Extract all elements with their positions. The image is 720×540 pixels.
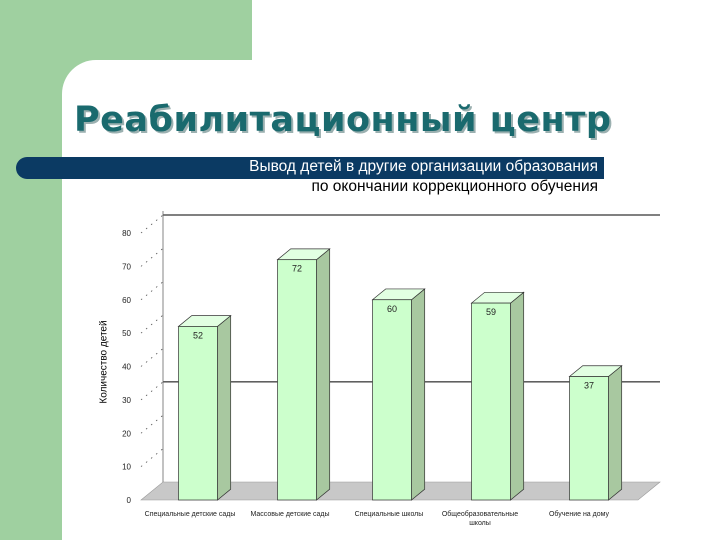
bar-value-label: 52 [193, 330, 203, 340]
bar-side [316, 248, 331, 501]
y-tick-label: 20 [122, 429, 131, 438]
gridline-side [140, 381, 164, 401]
gridline-side [140, 214, 164, 234]
bar-side [217, 314, 232, 501]
y-tick-label: 60 [122, 296, 131, 305]
bar [372, 299, 412, 501]
gridline-side [140, 248, 164, 267]
y-tick-label: 30 [122, 396, 131, 405]
bar-value-label: 60 [387, 304, 397, 314]
bar-value-label: 59 [486, 307, 496, 317]
y-tick-label: 40 [122, 363, 131, 372]
chart-subtitle: Вывод детей в другие организации образов… [150, 157, 598, 197]
bar-side [411, 288, 426, 501]
bar [471, 302, 511, 501]
x-tick-label: Массовые детские сады [250, 511, 330, 518]
bar-value-label: 37 [584, 381, 594, 391]
gridline-side [140, 348, 164, 367]
y-axis-label: Количество детей [98, 320, 110, 404]
bar-value-label: 72 [292, 264, 302, 274]
y-tick-label: 50 [122, 329, 131, 338]
y-tick-label: 0 [127, 496, 132, 505]
title-banner [16, 157, 604, 179]
y-tick-label: 80 [122, 229, 131, 238]
x-tick-label: Специальные детские сады [144, 511, 236, 518]
y-tick-label: 70 [122, 262, 131, 271]
x-tick-label: Специальные школы [354, 511, 424, 518]
gridline-side [140, 414, 164, 434]
gridline-side [140, 281, 164, 301]
x-tick-label: Общеобразовательные школы [441, 511, 519, 527]
bar [277, 259, 317, 501]
bar-side [510, 291, 525, 501]
bar [569, 376, 609, 501]
gridline-side [140, 448, 164, 467]
subtitle-line-1: Вывод детей в другие организации образов… [249, 158, 598, 175]
page-title: Реабилитационный центр [74, 100, 612, 140]
gridline-side [140, 314, 164, 334]
x-tick-label: Обучение на дому [548, 511, 610, 518]
bar-side [608, 364, 623, 501]
y-tick-label: 10 [122, 463, 131, 472]
bar [178, 326, 218, 501]
subtitle-line-2: по окончании коррекционного обучения [311, 178, 598, 195]
